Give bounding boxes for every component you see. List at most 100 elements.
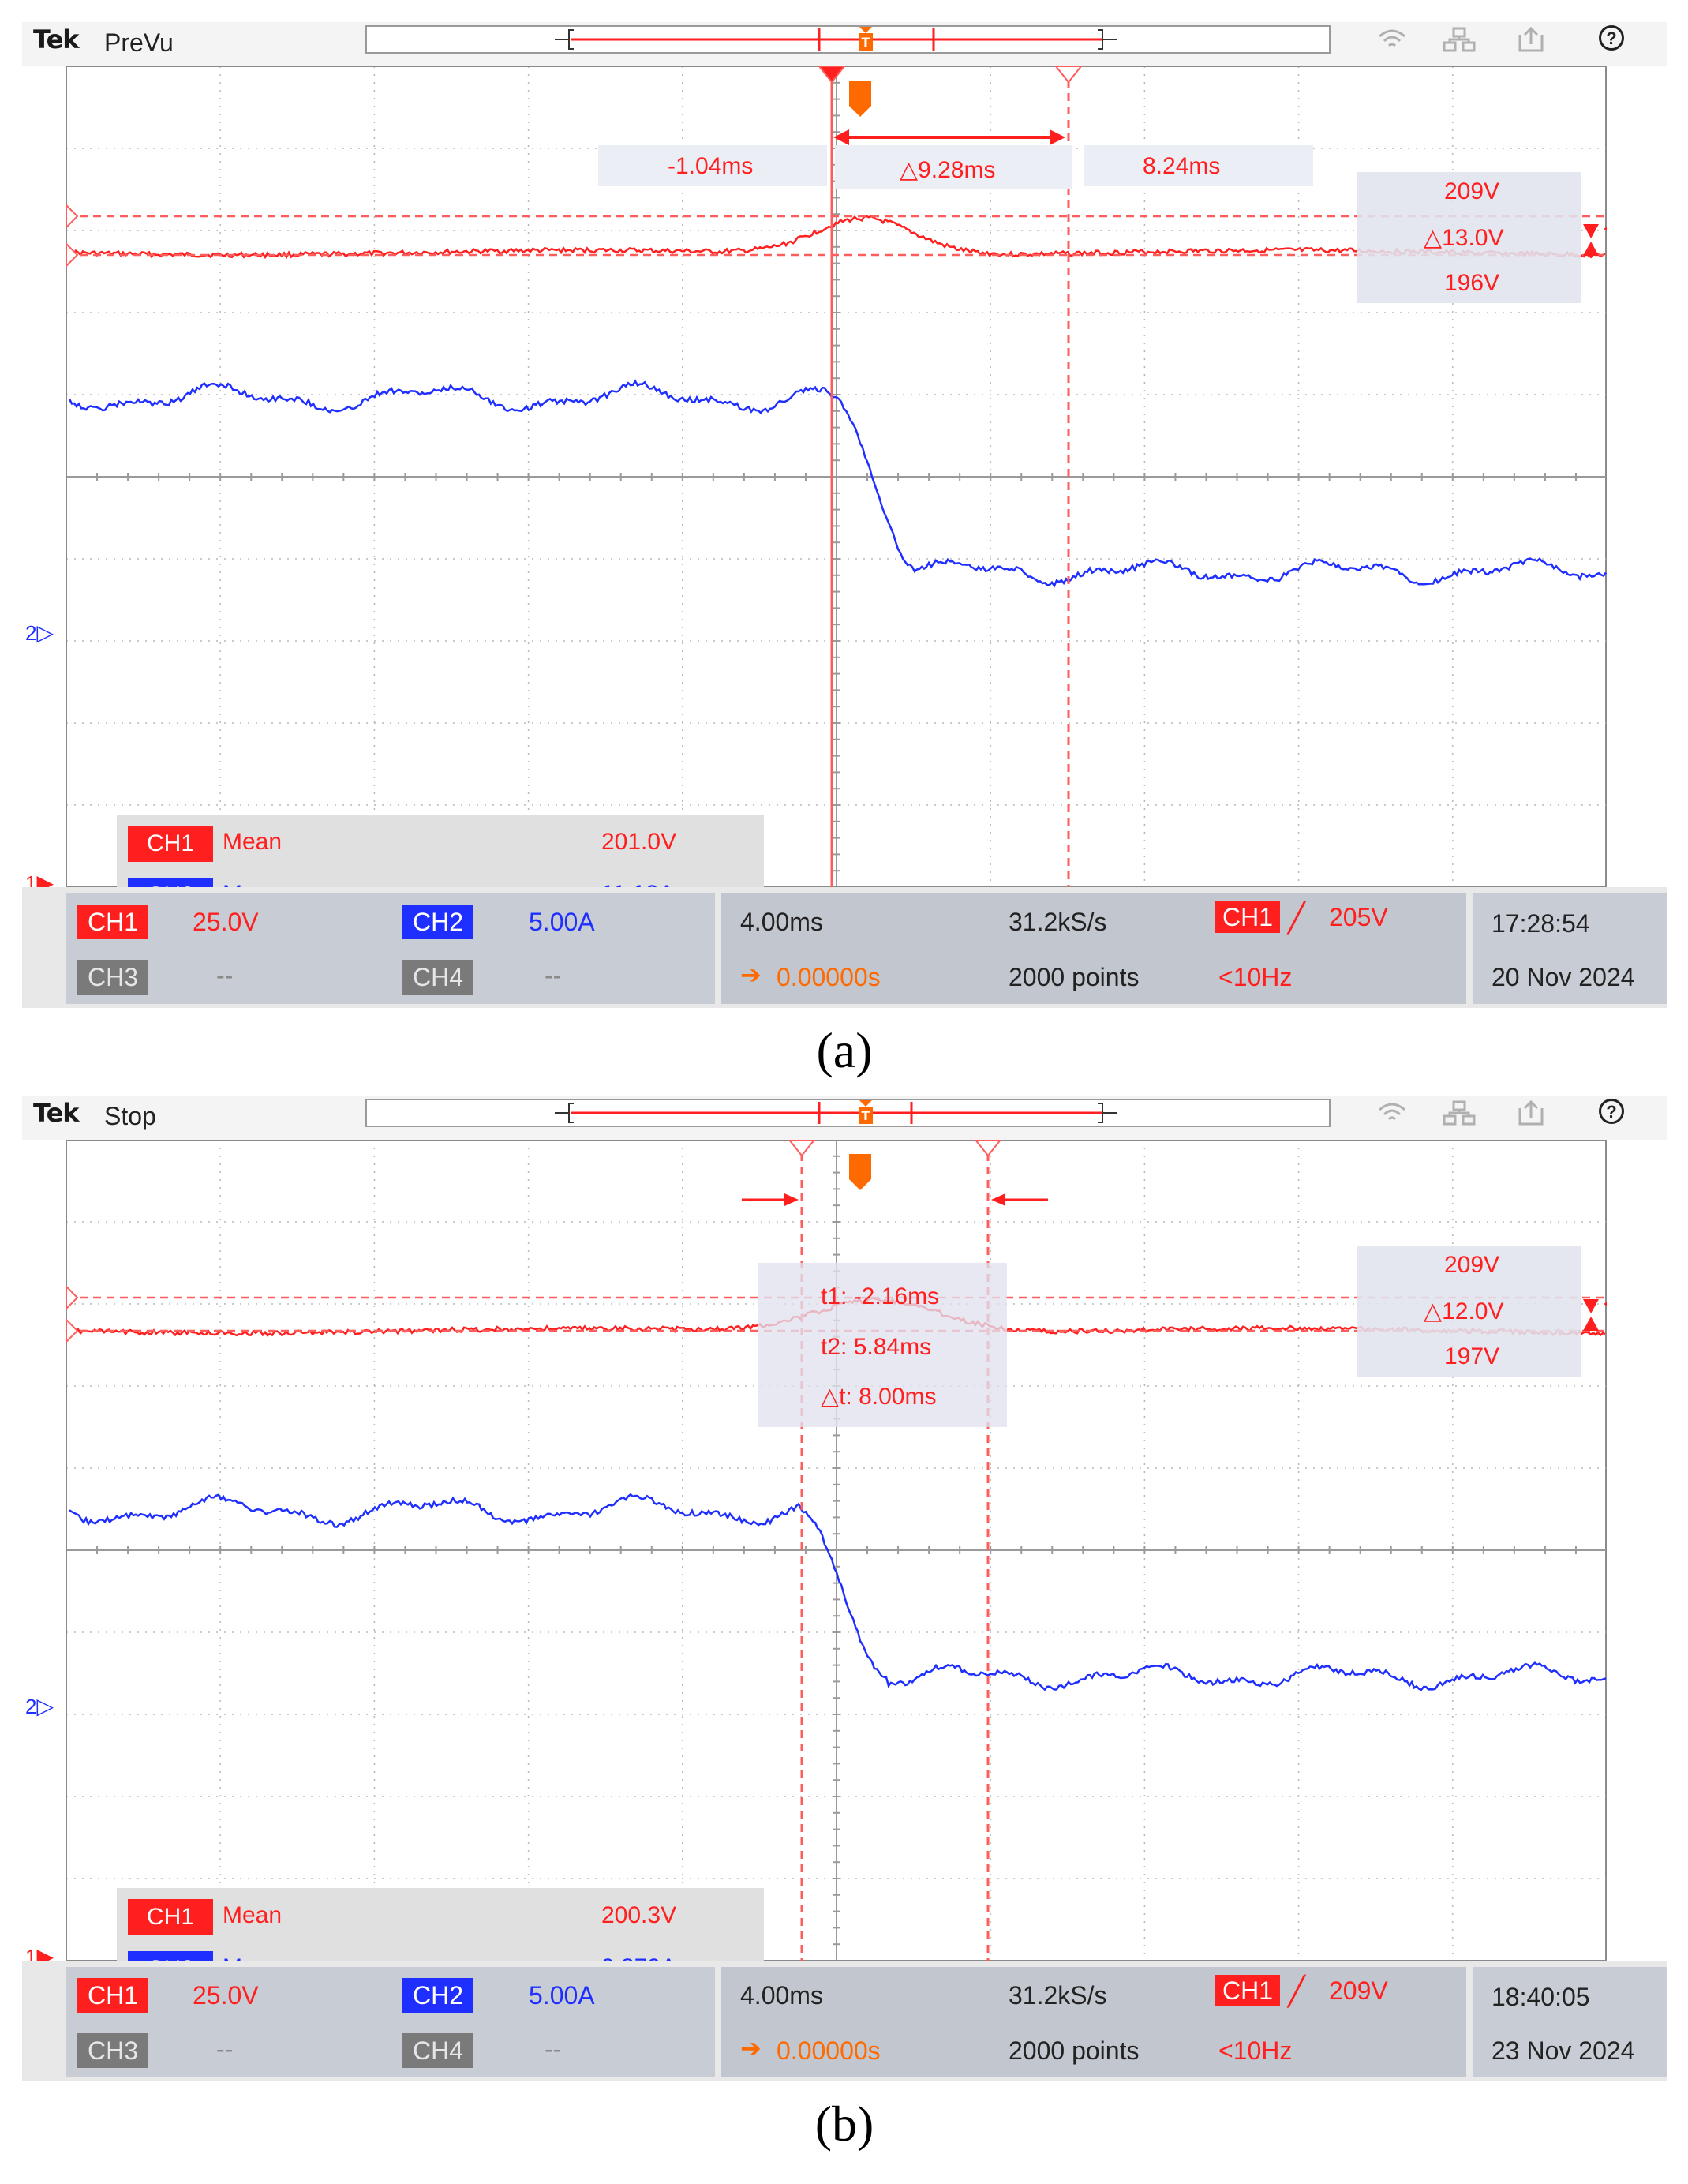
export-icon-graphic [1518, 1099, 1544, 1126]
trigger-level[interactable]: 205V [1329, 903, 1388, 931]
oscilloscope-screen-a: Tek PreVu T [22, 22, 1667, 1008]
trigger-level-arrow-icon [1583, 1299, 1599, 1313]
bottom-status-bar: CH1 25.0V CH2 5.00A CH3 -- CH4 -- 4.00ms… [22, 887, 1667, 1008]
brand-logo: Tek [33, 1098, 80, 1128]
help-icon[interactable]: ? [1599, 25, 1624, 51]
time-cursor-handle-1 [788, 1140, 816, 1157]
export-icon-graphic [1518, 26, 1544, 52]
ch1-voltage-trace [70, 215, 1606, 260]
ch2-current-trace [68, 379, 1607, 588]
cursor-overlay[interactable] [66, 66, 1607, 887]
clock-date: 23 Nov 2024 [1492, 2036, 1635, 2065]
horizontal-trigger-panel[interactable]: 4.00ms ➔ 0.00000s 31.2kS/s 2000 points C… [721, 1967, 1466, 2077]
trigger-level-arrow-icon [1583, 224, 1599, 238]
record-length: 2000 points [1009, 963, 1140, 991]
ch4-button[interactable]: CH4 [402, 960, 473, 995]
ch2-current-trace [69, 1493, 1607, 1691]
ch1-button[interactable]: CH1 [77, 1978, 148, 2013]
ch2-scale[interactable]: 5.00A [529, 908, 595, 936]
clock-date: 20 Nov 2024 [1492, 963, 1635, 991]
trigger-marker-body [849, 1154, 871, 1179]
datetime-panel: 18:40:05 23 Nov 2024 [1473, 1967, 1667, 2077]
measurement-row-ch1[interactable]: CH1 Mean 201.0V [128, 826, 759, 863]
horizontal-position[interactable]: 0.00000s [777, 963, 881, 991]
horizontal-trigger-panel[interactable]: 4.00ms ➔ 0.00000s 31.2kS/s 2000 points C… [721, 893, 1466, 1004]
export-icon[interactable] [1515, 1099, 1547, 1132]
ch1-scale[interactable]: 25.0V [193, 1981, 259, 2010]
wifi-icon[interactable] [1376, 27, 1408, 57]
cursor-t2-readout-box [1084, 145, 1313, 186]
record-view-bar[interactable]: T [365, 25, 1331, 54]
trigger-position-icon: T [859, 27, 873, 51]
top-bar: Tek Stop T [22, 1096, 1667, 1140]
trigger-marker-body [849, 81, 871, 106]
bottom-status-bar: CH1 25.0V CH2 5.00A CH3 -- CH4 -- 4.00ms… [22, 1961, 1667, 2081]
measurement-row-ch1[interactable]: CH1 Mean 200.3V [128, 1899, 759, 1937]
voltage-cursor-handle-2 [66, 1318, 79, 1343]
brand-logo: Tek [33, 24, 80, 54]
acquisition-state: Stop [104, 1102, 156, 1130]
ch1-scale[interactable]: 25.0V [193, 908, 259, 936]
ch3-button[interactable]: CH3 [77, 960, 148, 995]
trigger-position-icon [849, 1154, 871, 1190]
trigger-level[interactable]: 209V [1329, 1976, 1388, 2005]
trigger-position-icon: T [859, 1100, 873, 1124]
cursor-voltage-readout-box [1357, 172, 1581, 303]
ch2-ground-marker[interactable]: 2▷ [25, 1694, 54, 1718]
help-icon[interactable]: ? [1599, 1099, 1624, 1124]
trigger-source[interactable]: CH1 [1215, 901, 1280, 933]
export-icon[interactable] [1515, 26, 1547, 58]
acquisition-state: PreVu [104, 28, 174, 57]
ch2-button[interactable]: CH2 [402, 905, 473, 939]
ch4-scale: -- [545, 2035, 562, 2063]
wifi-icon-graphic [1379, 29, 1405, 47]
channel-panel: CH1 25.0V CH2 5.00A CH3 -- CH4 -- [66, 1967, 715, 2077]
svg-text:T: T [862, 1108, 870, 1123]
trigger-frequency: <10Hz [1218, 2036, 1293, 2065]
ch3-button[interactable]: CH3 [77, 2033, 148, 2068]
trigger-level-arrow-icon [1583, 1317, 1599, 1331]
ch3-scale: -- [216, 2035, 234, 2063]
trigger-frequency: <10Hz [1218, 963, 1293, 991]
svg-text:T: T [862, 35, 870, 50]
timebase-scale[interactable]: 4.00ms [740, 1981, 823, 2010]
network-icon[interactable] [1443, 1100, 1477, 1132]
voltage-cursor-handle-1 [66, 204, 79, 229]
network-icon[interactable] [1443, 27, 1477, 58]
wifi-icon[interactable] [1376, 1100, 1408, 1130]
measurement-value: 201.0V [601, 829, 677, 855]
waveform-graticule: -1.04ms △9.28ms 8.24ms 209V △13.0V 196V … [66, 66, 1607, 931]
cursor-v-lower-readout: 197V [1444, 1343, 1500, 1369]
record-view-bar[interactable]: T [365, 1099, 1331, 1127]
ch2-button[interactable]: CH2 [402, 1978, 473, 2013]
ch4-button[interactable]: CH4 [402, 2033, 473, 2068]
horizontal-position-icon: ➔ [740, 2034, 762, 2062]
time-cursor-handle-2 [974, 1140, 1002, 1157]
sample-rate: 31.2kS/s [1009, 908, 1107, 936]
measurement-label: Mean [223, 1902, 283, 1928]
ch1-button[interactable]: CH1 [77, 905, 148, 939]
measurement-channel-chip: CH1 [128, 826, 213, 862]
horizontal-position-icon: ➔ [740, 961, 762, 989]
time-cursor-handle-2 [1054, 66, 1083, 84]
ch2-ground-marker[interactable]: 2▷ [25, 620, 54, 645]
horizontal-position[interactable]: 0.00000s [777, 2036, 881, 2065]
trigger-level-arrow-icon [1604, 227, 1607, 231]
cursor-delta-t-readout: △t: 8.00ms [821, 1384, 937, 1410]
ch2-scale[interactable]: 5.00A [529, 1981, 595, 2010]
oscilloscope-screen-b: Tek Stop T [22, 1096, 1667, 2081]
network-icon-graphic [1443, 1100, 1476, 1126]
graticule-grid [66, 66, 1607, 887]
voltage-cursor-handle-1 [66, 1285, 79, 1310]
clock-time: 18:40:05 [1492, 1983, 1590, 2011]
ch4-scale: -- [545, 961, 562, 990]
trigger-source[interactable]: CH1 [1215, 1975, 1280, 2006]
timebase-scale[interactable]: 4.00ms [740, 908, 823, 936]
wifi-icon-graphic [1379, 1103, 1405, 1121]
graticule-grid [66, 1140, 1607, 1961]
cursor-delta-t-readout: △9.28ms [900, 157, 996, 183]
cursor-voltage-readout-box [1357, 1246, 1581, 1377]
cursor-v-upper-readout: 209V [1444, 178, 1500, 204]
trigger-position-icon [849, 81, 871, 117]
cursor-t2-readout: t2: 5.84ms [821, 1334, 932, 1360]
